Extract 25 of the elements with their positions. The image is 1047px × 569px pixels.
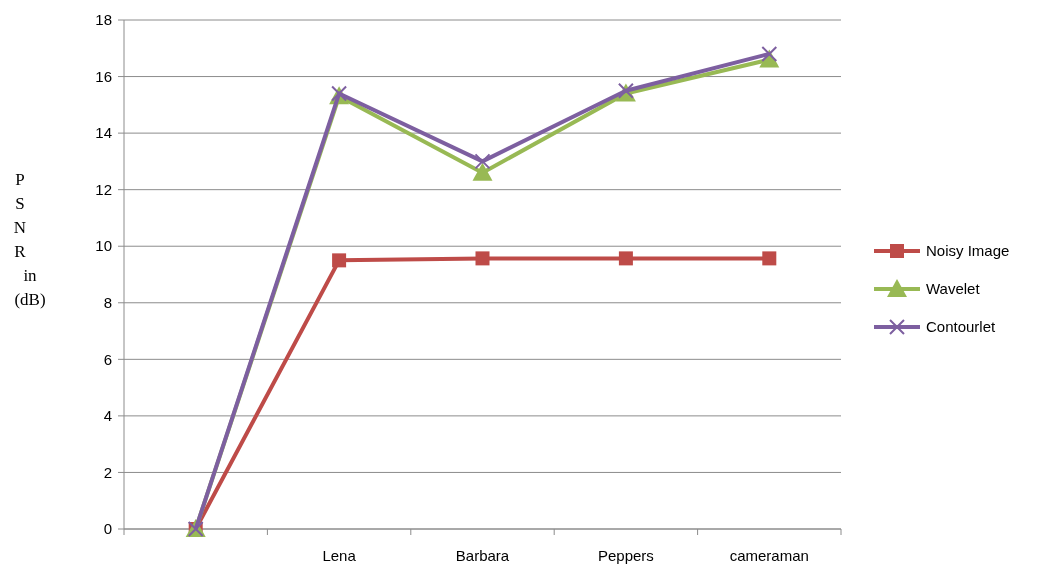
legend-label: Wavelet: [926, 280, 981, 298]
point: [761, 45, 778, 62]
y-tick-label: 0: [103, 520, 112, 538]
y-tick-label: 16: [95, 67, 112, 85]
y-tick-label: 10: [95, 237, 112, 255]
y-tick-label: 2: [103, 463, 112, 481]
y-tick-label: 4: [103, 407, 112, 425]
y-tick-label: 14: [95, 124, 112, 142]
legend-label: Contourlet: [926, 318, 997, 336]
y-tick-label: 18: [95, 11, 112, 29]
x-tick-label: Lena: [322, 547, 357, 564]
x-tick-label: cameraman: [729, 547, 809, 564]
point: [332, 253, 347, 268]
x-tick-label: Barbara: [455, 547, 510, 564]
point: [472, 162, 493, 181]
point: [762, 251, 777, 266]
x-tick-label: Peppers: [597, 547, 654, 564]
y-tick-label: 12: [95, 180, 112, 198]
point: [618, 251, 633, 266]
y-axis-title: P S N R in (dB): [13, 170, 46, 309]
y-tick-label: 6: [103, 350, 112, 368]
legend-label: Noisy Image: [926, 242, 1010, 260]
point: [474, 153, 491, 170]
point: [475, 251, 490, 266]
y-tick-label: 8: [103, 294, 112, 312]
